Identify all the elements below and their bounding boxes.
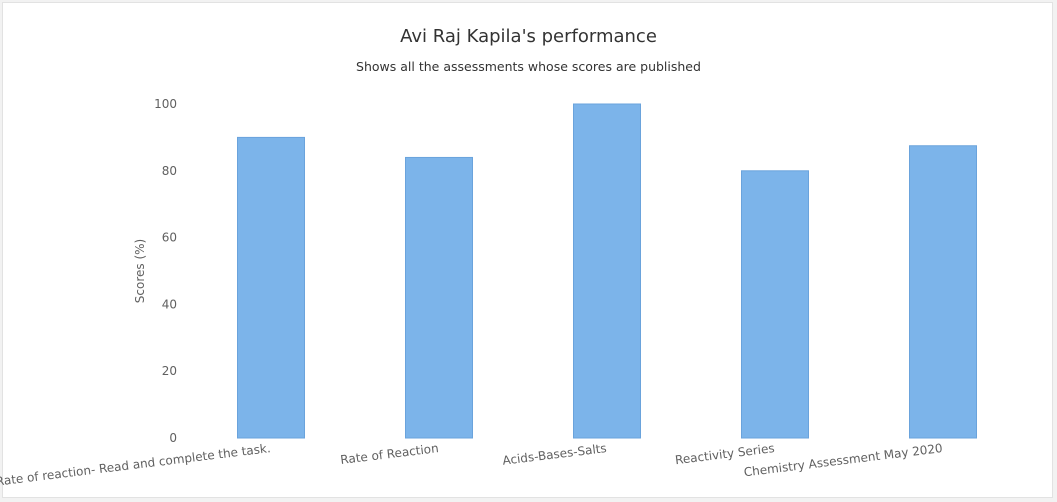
y-axis-ticks: 0 20 40 60 80 100 <box>154 97 177 445</box>
y-tick-label: 80 <box>162 164 177 178</box>
chart-subtitle: Shows all the assessments whose scores a… <box>356 59 701 74</box>
bar[interactable] <box>573 103 641 439</box>
bar[interactable] <box>237 136 305 439</box>
x-tick-label: Acids-Bases-Salts <box>502 441 608 468</box>
y-tick-label: 20 <box>162 364 177 378</box>
y-tick-label: 40 <box>162 297 177 311</box>
y-tick-label: 100 <box>154 97 177 111</box>
bar[interactable] <box>909 145 977 439</box>
x-tick-label: Rate of Reaction <box>340 441 440 467</box>
bar[interactable] <box>405 156 473 439</box>
bar[interactable] <box>741 170 809 439</box>
y-tick-label: 0 <box>169 431 177 445</box>
y-axis-label: Scores (%) <box>133 239 147 303</box>
y-tick-label: 60 <box>162 231 177 245</box>
x-axis-labels: Rate of reaction- Read and complete the … <box>0 441 943 489</box>
x-tick-label: Rate of reaction- Read and complete the … <box>0 441 271 489</box>
chart-title: Avi Raj Kapila's performance <box>400 26 657 47</box>
bars <box>237 103 977 439</box>
